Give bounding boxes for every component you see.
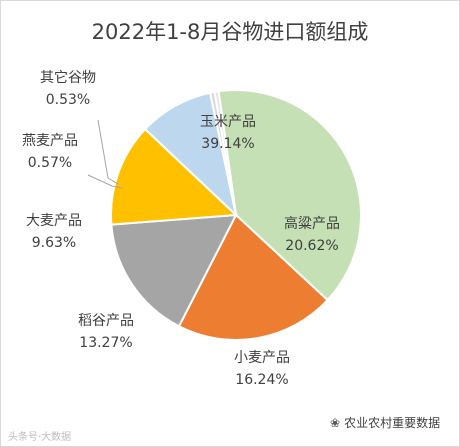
slice-value-3: 16.24% <box>235 372 288 388</box>
watermark-left: 头条号·大数据 <box>8 432 72 443</box>
watermark-right: ❀ 农业农村重要数据 <box>330 414 440 431</box>
slice-value-5: 9.63% <box>32 235 76 251</box>
chart-title: 2022年1-8月谷物进口额组成 <box>91 20 369 44</box>
leader-line-7 <box>97 119 119 185</box>
slice-value-1: 39.14% <box>201 136 254 152</box>
pie-slice-7 <box>213 90 237 216</box>
pie-slice-2 <box>177 213 329 341</box>
slice-label-7: 其它谷物 <box>40 69 96 86</box>
watermark-right-text: 农业农村重要数据 <box>344 416 441 430</box>
wechat-icon: ❀ <box>330 416 341 430</box>
slice-value-7: 0.53% <box>46 92 90 108</box>
slice-value-4: 13.27% <box>79 335 132 351</box>
slice-label-4: 稻谷产品 <box>78 313 134 329</box>
pie-slice-1 <box>217 89 362 302</box>
slice-label-5: 大麦产品 <box>26 213 82 229</box>
pie-slice-5 <box>143 91 238 218</box>
slice-label-3: 小麦产品 <box>234 350 290 366</box>
leader-line-6 <box>87 174 123 189</box>
slice-label-6: 燕麦产品 <box>22 133 78 149</box>
pie-slice-4 <box>110 127 239 226</box>
slice-label-1: 玉米产品 <box>200 114 256 130</box>
pie-slice-3 <box>110 213 238 328</box>
slice-value-2: 20.62% <box>285 238 338 254</box>
slice-value-6: 0.57% <box>28 155 72 171</box>
slice-label-2: 高粱产品 <box>284 215 340 232</box>
